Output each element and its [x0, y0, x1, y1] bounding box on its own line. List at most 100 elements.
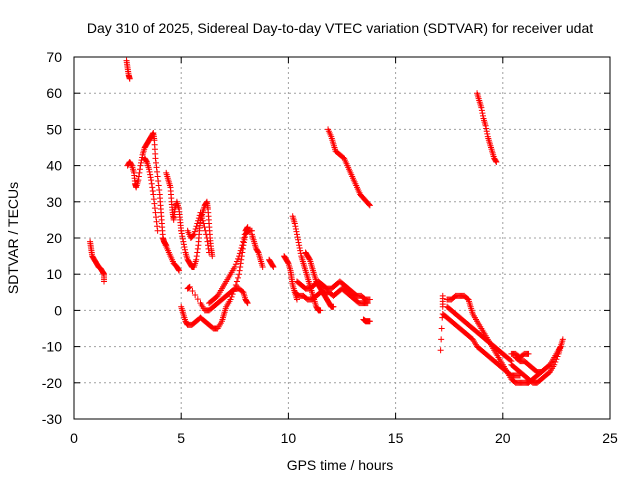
data-point — [153, 164, 160, 171]
data-point — [204, 238, 211, 245]
data-point — [236, 267, 243, 274]
data-point — [228, 293, 235, 300]
data-point — [232, 261, 239, 268]
data-point — [236, 250, 243, 257]
series-arc-19 — [360, 316, 373, 325]
data-point — [366, 201, 373, 208]
data-point — [205, 245, 212, 252]
data-point — [366, 202, 373, 209]
data-point — [175, 266, 182, 273]
data-point — [150, 196, 157, 203]
y-tick-label: -10 — [42, 339, 62, 355]
series-arc-1 — [87, 238, 108, 285]
data-point — [235, 274, 242, 281]
data-point — [126, 75, 133, 82]
data-point — [479, 112, 486, 119]
data-point — [149, 187, 156, 194]
data-point — [437, 347, 444, 354]
data-point — [557, 344, 564, 351]
data-point — [493, 158, 500, 165]
y-tick-label: -20 — [42, 375, 62, 391]
data-point — [200, 220, 207, 227]
data-point — [192, 292, 199, 299]
data-point — [153, 218, 160, 225]
data-point — [317, 307, 324, 314]
data-point — [135, 177, 142, 184]
y-tick-label: 60 — [46, 85, 62, 101]
data-point — [484, 130, 491, 137]
y-tick-label: -30 — [42, 411, 62, 427]
data-point — [483, 125, 490, 132]
series-arc-26 — [508, 336, 566, 386]
data-point — [153, 214, 160, 221]
series-arc-13 — [266, 256, 277, 270]
x-tick-label: 20 — [495, 430, 511, 446]
series-arc-24 — [444, 303, 515, 365]
data-point — [194, 245, 201, 252]
data-point — [209, 253, 216, 260]
data-point — [194, 249, 201, 256]
data-point — [101, 278, 108, 285]
y-axis-label: SDTVAR / TECUs — [5, 182, 21, 294]
data-point — [155, 177, 162, 184]
data-point — [153, 159, 160, 166]
y-tick-label: 10 — [46, 266, 62, 282]
data-point — [244, 300, 251, 307]
series-arc-6 — [161, 238, 183, 274]
data-point — [156, 187, 163, 194]
data-point — [259, 263, 266, 270]
data-point — [176, 267, 183, 274]
data-point — [154, 173, 161, 180]
data-point — [559, 336, 566, 343]
data-point — [269, 263, 276, 270]
data-point — [293, 296, 300, 303]
tick-labels: 0 5 10 15 20 25 -30 -20 -10 0 10 20 30 40 50 60 70 — [42, 49, 618, 446]
data-point — [146, 168, 153, 175]
data-point — [237, 247, 244, 254]
y-tick-label: 20 — [46, 230, 62, 246]
x-tick-label: 10 — [281, 430, 297, 446]
data-point — [152, 209, 159, 216]
data-point — [233, 258, 240, 265]
series-arc-17 — [293, 278, 373, 303]
data-point — [244, 299, 251, 306]
data-point — [293, 228, 300, 235]
data-point — [479, 110, 486, 117]
data-point — [154, 168, 161, 175]
data-point — [148, 177, 155, 184]
data-point — [199, 217, 206, 224]
series-arc-10 — [184, 283, 251, 314]
data-point — [135, 173, 142, 180]
y-tick-label: 40 — [46, 158, 62, 174]
series-arc-8 — [184, 209, 213, 256]
data-point — [189, 287, 196, 294]
data-point — [136, 169, 143, 176]
data-point — [203, 235, 210, 241]
data-point — [191, 231, 198, 238]
data-point — [227, 296, 234, 303]
data-point — [152, 155, 159, 162]
data-point — [205, 242, 211, 249]
data-point — [237, 260, 244, 267]
data-points — [87, 57, 566, 386]
data-point — [296, 242, 303, 249]
data-point — [178, 230, 185, 237]
series-arc-16 — [302, 249, 337, 310]
data-point — [194, 220, 201, 227]
x-axis-label: GPS time / hours — [287, 457, 394, 473]
data-point — [244, 224, 251, 231]
data-point — [483, 128, 490, 135]
series-arc-20 — [325, 126, 373, 209]
data-point — [233, 278, 240, 285]
data-point — [154, 227, 161, 234]
y-tick-label: 0 — [54, 302, 62, 318]
data-point — [438, 325, 445, 332]
plot-frame — [73, 56, 611, 420]
series-arc-5 — [163, 169, 185, 234]
data-point — [202, 227, 209, 234]
data-point — [197, 209, 204, 216]
data-point — [238, 244, 245, 251]
x-tick-label: 0 — [70, 430, 78, 446]
data-point — [240, 238, 247, 245]
